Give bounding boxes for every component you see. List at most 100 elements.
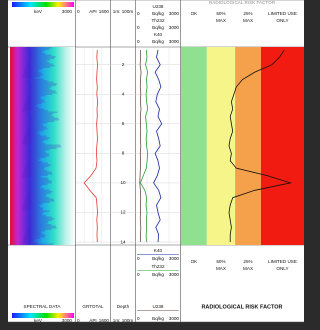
spectral-streak (22, 242, 37, 244)
isotope-scale-unit: Bq/kg (152, 39, 164, 44)
spectral-streak (23, 206, 40, 208)
spectral-streak (31, 118, 58, 120)
spectral-streak (25, 101, 45, 103)
risk-band-label: LIMITED USE (268, 11, 297, 16)
spectral-streak (30, 88, 50, 90)
spectral-streak (31, 217, 52, 219)
spectral-streak (30, 121, 55, 123)
isotope-name: K40 (154, 248, 163, 253)
isotope-scale-unit: Bq/kg (152, 256, 164, 261)
spectral-streak (33, 244, 54, 246)
spectral-streak (29, 58, 55, 60)
spectral-streak (22, 110, 48, 112)
spectral-streak (26, 133, 37, 135)
spectral-streak (32, 80, 47, 82)
spectral-colorbar (12, 2, 74, 7)
spectral-streak (32, 146, 61, 148)
spectral-streak (31, 182, 52, 184)
spectral-streak (24, 104, 37, 106)
spectral-streak (28, 59, 50, 61)
spectral-streak (28, 125, 43, 127)
risk-band-label: ONLY (276, 18, 288, 23)
spectral-streak (28, 193, 51, 195)
spectral-streak (28, 127, 47, 129)
spectral-streak (32, 49, 50, 51)
spectral-streak (29, 89, 51, 91)
spectral-streak (32, 113, 53, 115)
spectral-streak (26, 230, 45, 232)
spectral-streak (31, 50, 44, 52)
isotope-scale-unit: Bq/kg (152, 272, 164, 277)
spectral-streak (23, 109, 45, 111)
spectral-streak (25, 169, 44, 171)
spectral-streak (31, 83, 57, 85)
spectral-streak (31, 149, 49, 151)
spectral-streak (30, 152, 46, 154)
spectral-streak (29, 190, 50, 192)
spectral-streak (24, 71, 38, 73)
spectral-streak (24, 137, 49, 139)
spectral-streak (24, 236, 45, 238)
spectral-max: 3000 (62, 318, 73, 323)
spectral-streak (26, 98, 41, 100)
spectral-streak (30, 86, 52, 88)
risk-band-label: 50% (216, 259, 225, 264)
risk-band-label: MAX (216, 18, 226, 23)
isotope-name: Th232 (151, 18, 164, 23)
spectral-streak (32, 47, 52, 49)
risk-band-label: 50% (216, 11, 225, 16)
spectral-streak (32, 212, 44, 214)
spectral-streak (32, 148, 57, 150)
spectral-streak (31, 52, 43, 54)
grtotal-scale-min: 0 (77, 318, 80, 323)
grtotal-scale-min: 0 (77, 9, 80, 14)
spectral-streak (29, 122, 47, 124)
spectral-streak (27, 97, 41, 99)
spectral-streak (25, 235, 46, 237)
spectral-streak (28, 191, 53, 193)
spectral-streak (22, 77, 35, 79)
spectral-streak (32, 214, 43, 216)
spectral-streak (29, 157, 46, 159)
spectral-streak (26, 199, 54, 201)
spectral-streak (24, 203, 43, 205)
spectral-streak (22, 143, 45, 145)
isotope-scale-max: 3000 (169, 11, 180, 16)
depth-tick-label: 6 (122, 121, 125, 126)
isotope-scale-max: 3000 (169, 39, 180, 44)
depth-tick-label: 12 (120, 210, 126, 215)
spectral-streak (27, 64, 54, 66)
spectral-streak (30, 218, 54, 220)
grtotal-scale-max: 1600 (99, 9, 110, 14)
grtotal-scale-unit: API (89, 9, 96, 14)
depth-scale: 1m: 100m (113, 9, 134, 14)
spectral-streak (30, 154, 50, 156)
isotope-scale-max: 3000 (169, 256, 180, 261)
isotope-scale-min: 0 (137, 256, 140, 261)
spectral-streak (32, 179, 49, 181)
isotope-scale-max: 3000 (169, 272, 180, 277)
spectral-streak (28, 226, 56, 228)
spectral-streak (27, 128, 47, 130)
spectral-streak (26, 197, 49, 199)
risk-band (181, 47, 207, 245)
spectral-streak (31, 151, 46, 153)
spectral-streak (25, 167, 45, 169)
spectral-streak (24, 170, 47, 172)
spectral-streak (23, 241, 33, 243)
spectral-streak (26, 166, 50, 168)
spectral-streak (25, 202, 50, 204)
spectral-streak (23, 142, 43, 144)
spectral-streak (27, 227, 56, 229)
spectral-streak (23, 74, 43, 76)
spectral-streak (27, 194, 47, 196)
spectral-streak (23, 173, 52, 175)
spectral-streak (26, 100, 45, 102)
spectral-streak (26, 164, 51, 166)
spectral-streak (23, 175, 48, 177)
risk-band-label: MAX (216, 266, 226, 271)
isotope-scale-min: 0 (137, 25, 140, 30)
spectral-streak (26, 232, 42, 234)
spectral-streak (29, 91, 56, 93)
spectral-streak (23, 208, 44, 210)
